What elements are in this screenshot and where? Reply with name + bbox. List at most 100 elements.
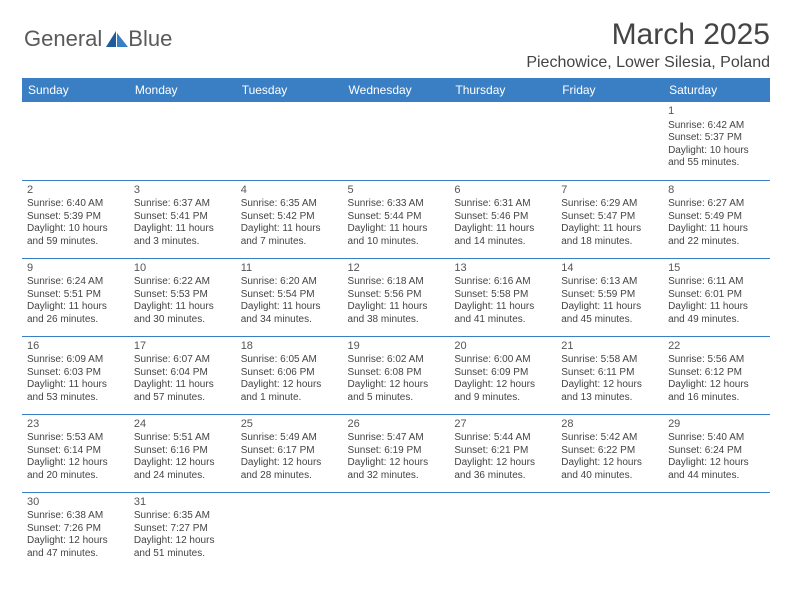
sunset-text: Sunset: 5:54 PM xyxy=(241,289,338,302)
sunset-text: Sunset: 6:09 PM xyxy=(454,367,551,380)
sunrise-text: Sunrise: 6:22 AM xyxy=(134,276,231,289)
day-number: 10 xyxy=(134,262,231,276)
logo-sail-icon xyxy=(104,29,130,49)
day-number: 20 xyxy=(454,340,551,354)
sunrise-text: Sunrise: 6:35 AM xyxy=(241,198,338,211)
sunset-text: Sunset: 5:47 PM xyxy=(561,211,658,224)
daylight-text: Daylight: 12 hours and 51 minutes. xyxy=(134,535,231,560)
sunset-text: Sunset: 6:08 PM xyxy=(348,367,445,380)
calendar-day-cell: 26Sunrise: 5:47 AMSunset: 6:19 PMDayligh… xyxy=(343,414,450,492)
sunset-text: Sunset: 6:22 PM xyxy=(561,445,658,458)
sunrise-text: Sunrise: 6:00 AM xyxy=(454,354,551,367)
calendar-day-cell xyxy=(343,492,450,570)
day-number: 22 xyxy=(668,340,765,354)
sunset-text: Sunset: 7:26 PM xyxy=(27,523,124,536)
day-number: 6 xyxy=(454,184,551,198)
sunset-text: Sunset: 5:41 PM xyxy=(134,211,231,224)
day-number: 15 xyxy=(668,262,765,276)
calendar-day-cell: 31Sunrise: 6:35 AMSunset: 7:27 PMDayligh… xyxy=(129,492,236,570)
sunrise-text: Sunrise: 5:42 AM xyxy=(561,432,658,445)
sunset-text: Sunset: 5:42 PM xyxy=(241,211,338,224)
sunrise-text: Sunrise: 5:53 AM xyxy=(27,432,124,445)
calendar-day-cell: 20Sunrise: 6:00 AMSunset: 6:09 PMDayligh… xyxy=(449,336,556,414)
month-title: March 2025 xyxy=(526,18,770,52)
day-number: 4 xyxy=(241,184,338,198)
calendar-day-cell: 15Sunrise: 6:11 AMSunset: 6:01 PMDayligh… xyxy=(663,258,770,336)
sunrise-text: Sunrise: 6:27 AM xyxy=(668,198,765,211)
day-number: 24 xyxy=(134,418,231,432)
calendar-day-cell: 16Sunrise: 6:09 AMSunset: 6:03 PMDayligh… xyxy=(22,336,129,414)
daylight-text: Daylight: 11 hours and 18 minutes. xyxy=(561,223,658,248)
daylight-text: Daylight: 11 hours and 3 minutes. xyxy=(134,223,231,248)
daylight-text: Daylight: 11 hours and 14 minutes. xyxy=(454,223,551,248)
day-number: 31 xyxy=(134,496,231,510)
sunset-text: Sunset: 6:04 PM xyxy=(134,367,231,380)
sunset-text: Sunset: 5:39 PM xyxy=(27,211,124,224)
daylight-text: Daylight: 12 hours and 28 minutes. xyxy=(241,457,338,482)
calendar-day-cell: 12Sunrise: 6:18 AMSunset: 5:56 PMDayligh… xyxy=(343,258,450,336)
sunset-text: Sunset: 5:51 PM xyxy=(27,289,124,302)
day-number: 1 xyxy=(668,105,765,119)
sunrise-text: Sunrise: 6:35 AM xyxy=(134,510,231,523)
sunset-text: Sunset: 5:56 PM xyxy=(348,289,445,302)
calendar-day-cell: 14Sunrise: 6:13 AMSunset: 5:59 PMDayligh… xyxy=(556,258,663,336)
calendar-day-cell: 13Sunrise: 6:16 AMSunset: 5:58 PMDayligh… xyxy=(449,258,556,336)
sunrise-text: Sunrise: 5:44 AM xyxy=(454,432,551,445)
calendar-day-cell: 8Sunrise: 6:27 AMSunset: 5:49 PMDaylight… xyxy=(663,180,770,258)
calendar-day-cell: 10Sunrise: 6:22 AMSunset: 5:53 PMDayligh… xyxy=(129,258,236,336)
sunset-text: Sunset: 6:21 PM xyxy=(454,445,551,458)
calendar-week-row: 1Sunrise: 6:42 AMSunset: 5:37 PMDaylight… xyxy=(22,102,770,180)
sunrise-text: Sunrise: 6:40 AM xyxy=(27,198,124,211)
day-number: 29 xyxy=(668,418,765,432)
sunset-text: Sunset: 6:12 PM xyxy=(668,367,765,380)
sunset-text: Sunset: 5:58 PM xyxy=(454,289,551,302)
day-number: 25 xyxy=(241,418,338,432)
col-monday: Monday xyxy=(129,78,236,102)
calendar-week-row: 9Sunrise: 6:24 AMSunset: 5:51 PMDaylight… xyxy=(22,258,770,336)
sunset-text: Sunset: 6:03 PM xyxy=(27,367,124,380)
sunset-text: Sunset: 5:44 PM xyxy=(348,211,445,224)
sunrise-text: Sunrise: 6:16 AM xyxy=(454,276,551,289)
day-number: 8 xyxy=(668,184,765,198)
sunrise-text: Sunrise: 6:02 AM xyxy=(348,354,445,367)
day-number: 27 xyxy=(454,418,551,432)
calendar-day-cell: 4Sunrise: 6:35 AMSunset: 5:42 PMDaylight… xyxy=(236,180,343,258)
page-header: General Blue March 2025 Piechowice, Lowe… xyxy=(22,18,770,72)
calendar-day-cell xyxy=(129,102,236,180)
calendar-day-cell: 3Sunrise: 6:37 AMSunset: 5:41 PMDaylight… xyxy=(129,180,236,258)
sunrise-text: Sunrise: 6:13 AM xyxy=(561,276,658,289)
calendar-day-cell: 17Sunrise: 6:07 AMSunset: 6:04 PMDayligh… xyxy=(129,336,236,414)
calendar-week-row: 2Sunrise: 6:40 AMSunset: 5:39 PMDaylight… xyxy=(22,180,770,258)
day-number: 11 xyxy=(241,262,338,276)
logo: General Blue xyxy=(22,26,172,52)
sunrise-text: Sunrise: 6:37 AM xyxy=(134,198,231,211)
calendar-day-cell xyxy=(22,102,129,180)
sunset-text: Sunset: 6:01 PM xyxy=(668,289,765,302)
sunrise-text: Sunrise: 5:49 AM xyxy=(241,432,338,445)
title-block: March 2025 Piechowice, Lower Silesia, Po… xyxy=(526,18,770,72)
day-number: 28 xyxy=(561,418,658,432)
calendar-day-cell: 7Sunrise: 6:29 AMSunset: 5:47 PMDaylight… xyxy=(556,180,663,258)
logo-text-blue: Blue xyxy=(128,26,172,52)
daylight-text: Daylight: 10 hours and 59 minutes. xyxy=(27,223,124,248)
logo-text-general: General xyxy=(24,26,102,52)
col-sunday: Sunday xyxy=(22,78,129,102)
calendar-day-cell xyxy=(236,492,343,570)
day-number: 19 xyxy=(348,340,445,354)
calendar-day-cell: 30Sunrise: 6:38 AMSunset: 7:26 PMDayligh… xyxy=(22,492,129,570)
calendar-page: General Blue March 2025 Piechowice, Lowe… xyxy=(0,0,792,580)
sunset-text: Sunset: 6:11 PM xyxy=(561,367,658,380)
sunrise-text: Sunrise: 5:51 AM xyxy=(134,432,231,445)
daylight-text: Daylight: 12 hours and 9 minutes. xyxy=(454,379,551,404)
calendar-day-cell xyxy=(556,492,663,570)
sunrise-text: Sunrise: 5:47 AM xyxy=(348,432,445,445)
sunset-text: Sunset: 5:37 PM xyxy=(668,132,765,145)
sunset-text: Sunset: 6:19 PM xyxy=(348,445,445,458)
sunrise-text: Sunrise: 6:31 AM xyxy=(454,198,551,211)
daylight-text: Daylight: 11 hours and 57 minutes. xyxy=(134,379,231,404)
col-tuesday: Tuesday xyxy=(236,78,343,102)
calendar-day-cell: 18Sunrise: 6:05 AMSunset: 6:06 PMDayligh… xyxy=(236,336,343,414)
sunrise-text: Sunrise: 6:42 AM xyxy=(668,120,765,133)
calendar-day-cell: 2Sunrise: 6:40 AMSunset: 5:39 PMDaylight… xyxy=(22,180,129,258)
daylight-text: Daylight: 10 hours and 55 minutes. xyxy=(668,145,765,170)
